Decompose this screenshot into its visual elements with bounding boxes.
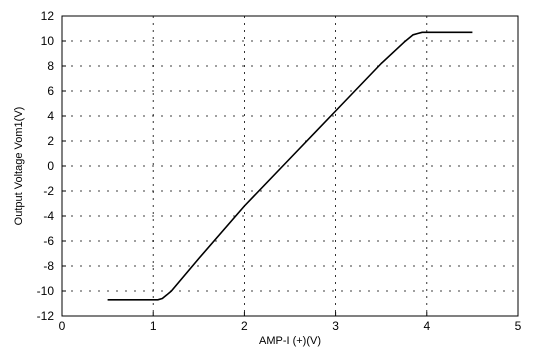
x-axis-label: AMP-I (+)(V) (259, 335, 321, 347)
x-tick-label: 0 (59, 319, 66, 333)
y-tick-label: -10 (37, 284, 55, 298)
x-tick-label: 3 (332, 319, 339, 333)
y-tick-label: 10 (41, 34, 55, 48)
x-tick-label: 5 (515, 319, 522, 333)
y-tick-label: 2 (47, 134, 54, 148)
series-layer (107, 31, 473, 301)
y-tick-label: -6 (43, 234, 54, 248)
y-tick-label: -8 (43, 259, 54, 273)
y-tick-label: 6 (47, 84, 54, 98)
y-axis-label: Output Voltage Vom1(V) (13, 107, 25, 226)
x-tick-label: 4 (423, 319, 430, 333)
y-tick-label: -12 (37, 309, 55, 323)
x-tick-label: 2 (241, 319, 248, 333)
gridlines (62, 16, 518, 316)
y-tick-label: -4 (43, 209, 54, 223)
y-tick-label: 0 (47, 159, 54, 173)
series-line (107, 31, 473, 301)
y-tick-label: 8 (47, 59, 54, 73)
x-tick-label: 1 (150, 319, 157, 333)
y-tick-label: 4 (47, 109, 54, 123)
y-tick-label: 12 (41, 9, 55, 23)
y-tick-label: -2 (43, 184, 54, 198)
